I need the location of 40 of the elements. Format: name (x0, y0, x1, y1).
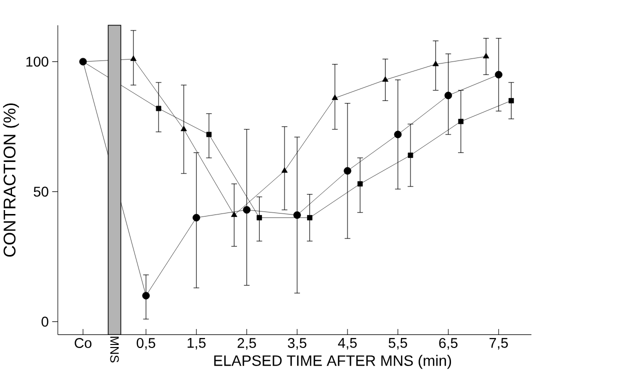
point (192, 214, 200, 222)
point (256, 215, 262, 220)
x-tick-label: 6,5 (439, 338, 458, 350)
x-tick-label: 1,5 (188, 338, 206, 350)
point (180, 126, 187, 132)
point (344, 167, 352, 175)
point (293, 211, 301, 219)
x-tick-label: 2,5 (238, 338, 256, 350)
x-tick-label: Co (74, 338, 92, 348)
x-tick-label: 0,5 (136, 338, 156, 350)
point (281, 167, 288, 173)
y-axis-title: CONTRACTION (%) (3, 104, 19, 257)
point (79, 58, 87, 66)
point (458, 118, 464, 124)
y-tick-label: 0 (42, 316, 48, 327)
point (494, 70, 502, 79)
x-tick-label: 4,5 (338, 338, 357, 350)
point (508, 98, 514, 104)
point (357, 181, 363, 187)
point (482, 52, 490, 58)
point (307, 215, 312, 220)
point (142, 292, 150, 300)
point (130, 56, 137, 62)
point (156, 106, 162, 112)
x-tick-label: 5,5 (388, 338, 408, 350)
x-tick-label: 7,5 (490, 338, 508, 350)
point (206, 132, 212, 138)
point (242, 206, 251, 214)
x-axis-title: ELAPSED TIME AFTER MNS (min) (214, 355, 452, 369)
point (408, 152, 414, 158)
band-label: MNS (110, 336, 119, 362)
point (332, 94, 338, 100)
point (444, 92, 452, 100)
y-tick-label: 50 (34, 186, 48, 197)
point (231, 212, 238, 218)
point (432, 60, 439, 66)
x-tick-label: 3,5 (288, 338, 306, 350)
y-tick-label: 100 (26, 56, 48, 67)
point (394, 130, 402, 138)
point (382, 76, 388, 82)
